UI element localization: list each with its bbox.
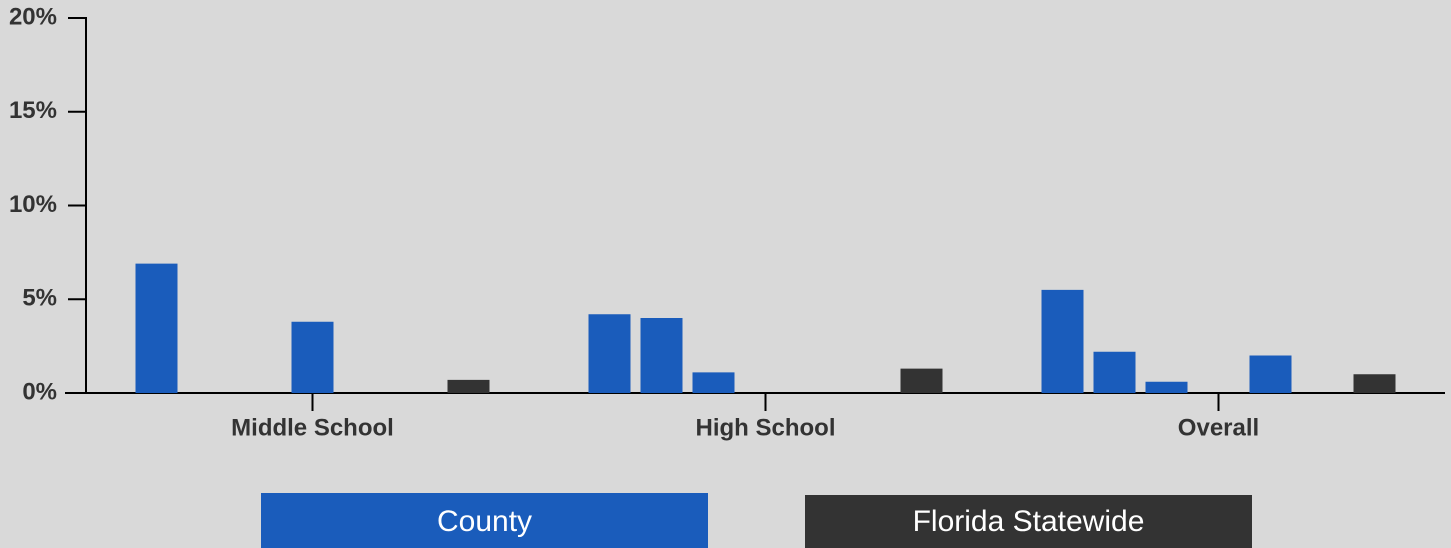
y-tick-label: 0% <box>22 378 57 405</box>
y-tick-label: 20% <box>9 3 57 30</box>
bar <box>135 263 178 393</box>
bar <box>640 318 683 393</box>
x-tick-label: Middle School <box>231 414 394 441</box>
bar <box>1041 289 1084 393</box>
legend-swatch <box>261 493 708 548</box>
bar <box>447 379 490 393</box>
y-tick-label: 10% <box>9 191 57 218</box>
bar <box>1093 351 1136 393</box>
legend-label: County <box>437 505 532 538</box>
y-tick-label: 15% <box>9 97 57 124</box>
legend-swatch <box>805 495 1252 548</box>
bar <box>588 314 631 393</box>
bar <box>1249 355 1292 393</box>
bar <box>1353 374 1396 393</box>
bar <box>291 321 334 393</box>
bar <box>692 372 735 393</box>
bar <box>900 368 943 393</box>
x-tick-label: Overall <box>1178 414 1259 441</box>
y-tick-label: 5% <box>22 285 57 312</box>
x-tick-label: High School <box>696 414 836 441</box>
bar <box>1145 381 1188 393</box>
legend-label: Florida Statewide <box>913 505 1145 538</box>
